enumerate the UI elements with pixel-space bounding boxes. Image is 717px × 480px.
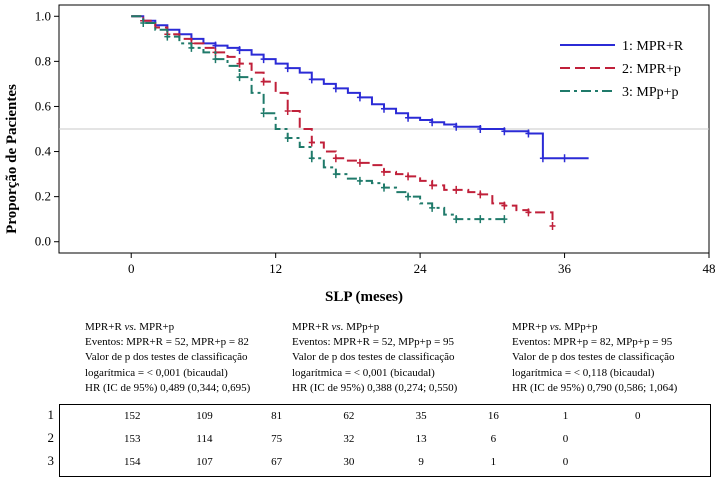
risk-cell: 62 (343, 410, 355, 422)
risk-cell: 30 (343, 456, 355, 468)
risk-cell: 67 (271, 456, 283, 468)
y-axis-label: Proporção de Pacientes (4, 84, 20, 234)
legend-label-1: 1: MPR+R (622, 39, 684, 54)
risk-cell: 13 (415, 433, 427, 445)
risk-cell: 81 (271, 410, 283, 422)
risk-cell: 75 (271, 433, 283, 445)
censor-mark (429, 181, 436, 190)
risk-row-3: 3 154 107 67 30 9 1 0 (48, 453, 710, 476)
censor-mark (284, 64, 291, 73)
risk-cell: 107 (196, 456, 213, 468)
censor-mark (453, 215, 460, 224)
y-tick-label: 0.0 (35, 234, 51, 249)
series-line-1 (131, 15, 589, 160)
censor-mark (477, 125, 484, 133)
x-tick-label: 0 (128, 261, 135, 276)
risk-cell: 153 (123, 433, 141, 445)
censor-mark (308, 75, 315, 84)
censor-mark (332, 170, 339, 179)
censor-mark (308, 138, 315, 147)
censor-mark (356, 93, 363, 102)
censor-mark (405, 172, 412, 181)
risk-row-1: 1 152 109 81 62 35 16 1 0 (48, 407, 710, 430)
censor-mark (356, 158, 363, 167)
censor-mark (381, 183, 387, 192)
risk-cell: 32 (343, 433, 355, 445)
censor-mark (212, 55, 219, 64)
censor-mark (212, 41, 219, 50)
censor-mark (561, 154, 568, 163)
risk-cell: 152 (123, 410, 141, 422)
censor-mark (525, 208, 532, 217)
censor-mark (477, 190, 484, 199)
censor-mark (236, 73, 243, 82)
censor-mark (332, 154, 339, 163)
x-tick-label: 36 (558, 261, 572, 276)
y-tick-label: 0.8 (35, 53, 51, 68)
censor-mark (260, 55, 267, 64)
censor-mark (501, 215, 508, 224)
series-line-3 (131, 15, 505, 221)
x-axis-label: SLP (meses) (325, 289, 403, 305)
risk-cell: 1 (562, 410, 569, 422)
censor-mark (501, 127, 508, 136)
censor-mark (260, 109, 267, 118)
censor-mark (501, 201, 508, 210)
censor-mark (188, 43, 195, 52)
legend-label-2: 2: MPR+p (622, 62, 681, 77)
censor-mark (284, 134, 291, 143)
risk-cell: 0 (562, 456, 569, 468)
risk-cell: 114 (196, 433, 213, 445)
censor-mark (381, 104, 387, 113)
censor-mark (308, 154, 315, 163)
censor-mark (236, 59, 243, 68)
y-tick-label: 0.2 (35, 189, 51, 204)
risk-cell: 0 (562, 433, 569, 445)
risk-row-label: 1 (47, 407, 55, 422)
censor-mark (356, 176, 363, 185)
censor-mark (164, 32, 171, 41)
comparison-block-1: MPR+R vs. MPR+p Eventos: MPR+R = 52, MPR… (85, 321, 251, 394)
risk-cell: 16 (487, 410, 499, 422)
censor-mark (477, 215, 484, 224)
km-plot: 0.0 0.2 0.4 0.6 0.8 1.0 0 12 24 36 48 SLP (meses) Pr… (4, 4, 716, 305)
x-tick-label: 48 (703, 261, 716, 276)
censor-mark (429, 203, 436, 212)
x-tick-label: 24 (414, 261, 428, 276)
censor-mark (539, 154, 546, 163)
censor-mark (525, 129, 532, 138)
risk-cell: 9 (418, 456, 424, 468)
risk-row-2: 2 153 114 75 32 13 6 0 (48, 430, 710, 453)
y-tick-label: 1.0 (35, 8, 51, 23)
legend-label-3: 3: MPp+p (622, 85, 679, 100)
y-tick-label: 0.4 (35, 144, 52, 159)
x-tick-label: 12 (269, 261, 282, 276)
comparison-block-3: MPR+p vs. MPp+p Eventos: MPR+p = 82, MPp… (512, 321, 678, 394)
risk-row-label: 3 (47, 453, 55, 468)
censor-mark (405, 113, 412, 122)
risk-cell: 1 (490, 456, 497, 468)
comparison-block-2: MPR+R vs. MPp+p Eventos: MPR+R = 52, MPp… (292, 321, 458, 394)
censor-mark (405, 192, 412, 201)
risk-row-label: 2 (47, 430, 55, 445)
risk-cell: 35 (415, 410, 427, 422)
censor-mark (332, 84, 339, 93)
censor-mark (381, 167, 387, 176)
censor-mark (260, 77, 267, 86)
censor-mark (236, 46, 243, 55)
censor-mark (429, 118, 436, 127)
y-tick-label: 0.6 (35, 98, 52, 113)
risk-cell: 0 (635, 410, 641, 422)
censor-mark (453, 185, 460, 194)
risk-cell: 6 (490, 433, 497, 445)
censor-mark (284, 106, 291, 115)
censor-mark (140, 19, 147, 28)
risk-cell: 154 (123, 456, 141, 468)
series-line-2 (131, 15, 554, 226)
censor-mark (549, 221, 556, 230)
censor-mark (453, 122, 460, 131)
risk-table: 1 152 109 81 62 35 16 1 0 2 153 114 75 32 13 6 0 3 154 107 6… (48, 404, 711, 477)
risk-cell: 109 (196, 410, 213, 422)
